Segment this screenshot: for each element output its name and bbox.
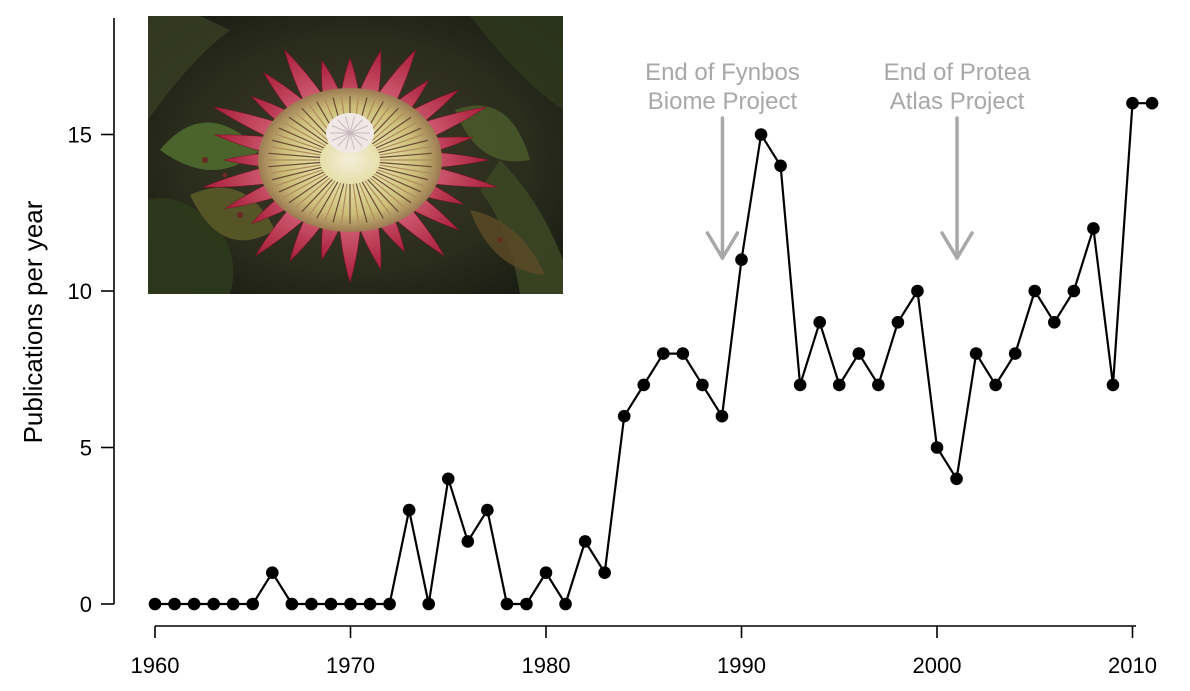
data-point-1966	[266, 566, 279, 579]
series-line	[155, 102, 1153, 607]
data-point-1960	[148, 597, 162, 611]
x-tick-label: 2010	[1108, 653, 1157, 678]
data-point-1974	[422, 597, 436, 611]
data-point-1987	[676, 347, 690, 360]
data-point-1979	[520, 597, 533, 611]
data-point-2008	[1087, 222, 1100, 235]
data-point-1986	[657, 347, 670, 360]
data-point-1973	[402, 503, 416, 517]
data-point-2010	[1126, 96, 1139, 110]
y-tick-label: 0	[80, 592, 92, 617]
data-point-1961	[168, 597, 181, 611]
data-point-1992	[774, 159, 787, 173]
data-point-1971	[363, 597, 377, 611]
data-point-2003	[989, 378, 1002, 392]
data-point-1963	[207, 597, 220, 611]
data-point-2000	[930, 441, 944, 454]
data-point-1984	[617, 409, 631, 423]
data-point-1981	[559, 597, 572, 611]
data-point-1977	[481, 503, 494, 517]
annotation-text: Biome Project	[648, 88, 798, 115]
annotation-arrow-head	[705, 231, 740, 260]
y-axis-label: Publications per year	[18, 200, 48, 443]
data-point-1982	[578, 535, 592, 548]
annotation-text: Atlas Project	[890, 88, 1025, 115]
data-point-2009	[1106, 378, 1120, 392]
data-point-2001	[950, 472, 963, 486]
y-tick-label: 10	[68, 279, 92, 304]
annotation-text: End of Protea	[884, 59, 1031, 86]
data-point-1972	[383, 597, 396, 611]
y-axis-ticks: 0 5 10 15	[68, 123, 114, 617]
data-point-2005	[1028, 284, 1042, 298]
data-point-1975	[441, 472, 455, 486]
data-point-1968	[305, 597, 318, 611]
data-point-1989	[715, 409, 729, 423]
data-point-1967	[285, 597, 299, 611]
protea-flower-photo	[148, 16, 563, 294]
data-point-1980	[539, 566, 553, 579]
data-point-1978	[500, 597, 514, 611]
data-point-2006	[1048, 316, 1061, 329]
x-axis-ticks: 1960 1970 1980 1990 2000 2010	[131, 626, 1157, 678]
y-tick-label: 15	[68, 123, 92, 148]
data-point-1962	[187, 597, 201, 611]
data-point-1991	[754, 128, 768, 141]
y-tick-label: 5	[80, 436, 92, 461]
data-point-1995	[832, 378, 846, 392]
data-point-1970	[344, 597, 357, 611]
annotation-arrow-head	[940, 231, 974, 260]
data-point-1996	[852, 347, 866, 360]
annotation-text: End of Fynbos	[645, 59, 800, 86]
x-tick-label: 1970	[326, 653, 375, 678]
data-point-1985	[637, 378, 651, 392]
data-point-1990	[735, 253, 748, 266]
data-point-1988	[696, 378, 709, 392]
data-point-2004	[1008, 347, 1022, 360]
data-point-1983	[598, 566, 611, 579]
data-point-1999	[911, 284, 924, 298]
data-point-2002	[969, 347, 983, 360]
data-point-1965	[246, 597, 260, 611]
data-point-1997	[872, 378, 885, 392]
data-point-2011	[1145, 96, 1159, 110]
x-tick-label: 1990	[717, 653, 766, 678]
data-point-1993	[793, 378, 807, 392]
data-points	[148, 96, 1159, 611]
x-tick-label: 1960	[131, 653, 180, 678]
data-point-2007	[1067, 284, 1081, 298]
data-point-1998	[891, 316, 905, 329]
data-point-1969	[324, 597, 338, 611]
data-point-1976	[461, 535, 475, 548]
x-tick-label: 2000	[913, 653, 962, 678]
x-tick-label: 1980	[522, 653, 571, 678]
data-point-1994	[813, 316, 826, 329]
data-point-1964	[226, 597, 240, 611]
